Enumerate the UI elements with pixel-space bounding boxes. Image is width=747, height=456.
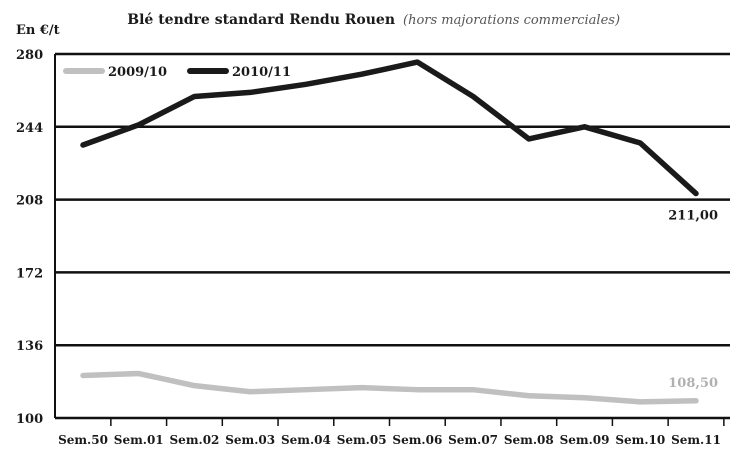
x-tick-labels: Sem.50 Sem.01 Sem.02 Sem.03 Sem.04 Sem.05 Sem.… (58, 418, 725, 447)
x-tick-label: Sem.50 (58, 433, 108, 447)
chart-subtitle: (hors majorations commerciales) (403, 13, 620, 28)
x-tick-label: Sem.07 (448, 433, 498, 447)
y-tick-label: 100 (16, 412, 43, 427)
x-tick-label: Sem.06 (392, 433, 442, 447)
end-labels: 108,50 211,00 (668, 209, 718, 391)
y-tick-label: 172 (16, 266, 43, 281)
legend-label: 2010/11 (232, 65, 291, 80)
legend: 2009/10 2010/11 (63, 65, 291, 80)
chart-title: Blé tendre standard Rendu Rouen (127, 12, 395, 28)
gridlines (54, 52, 730, 420)
series-line-2010/11 (80, 59, 699, 197)
y-axis-label: En €/t (16, 23, 60, 38)
y-tick-label: 208 (16, 194, 43, 209)
series-lines (80, 59, 699, 405)
x-tick-label: Sem.08 (504, 433, 554, 447)
x-tick-label: Sem.01 (114, 433, 164, 447)
x-tick-label: Sem.02 (170, 433, 220, 447)
series-line-2009/10 (80, 370, 699, 405)
y-tick-label: 244 (16, 121, 43, 136)
x-tick-label: Sem.05 (337, 433, 387, 447)
end-label-2010/11: 211,00 (668, 209, 718, 224)
legend-label: 2009/10 (108, 65, 167, 80)
x-tick-label: Sem.09 (560, 433, 610, 447)
x-tick-label: Sem.11 (671, 433, 721, 447)
x-tick-label: Sem.10 (615, 433, 665, 447)
y-tick-labels: 100 136 172 208 244 280 (16, 48, 43, 427)
end-label-2009/10: 108,50 (668, 376, 718, 391)
x-tick-label: Sem.04 (281, 433, 331, 447)
x-tick-label: Sem.03 (225, 433, 275, 447)
y-tick-label: 280 (16, 48, 43, 63)
y-tick-label: 136 (16, 339, 43, 354)
